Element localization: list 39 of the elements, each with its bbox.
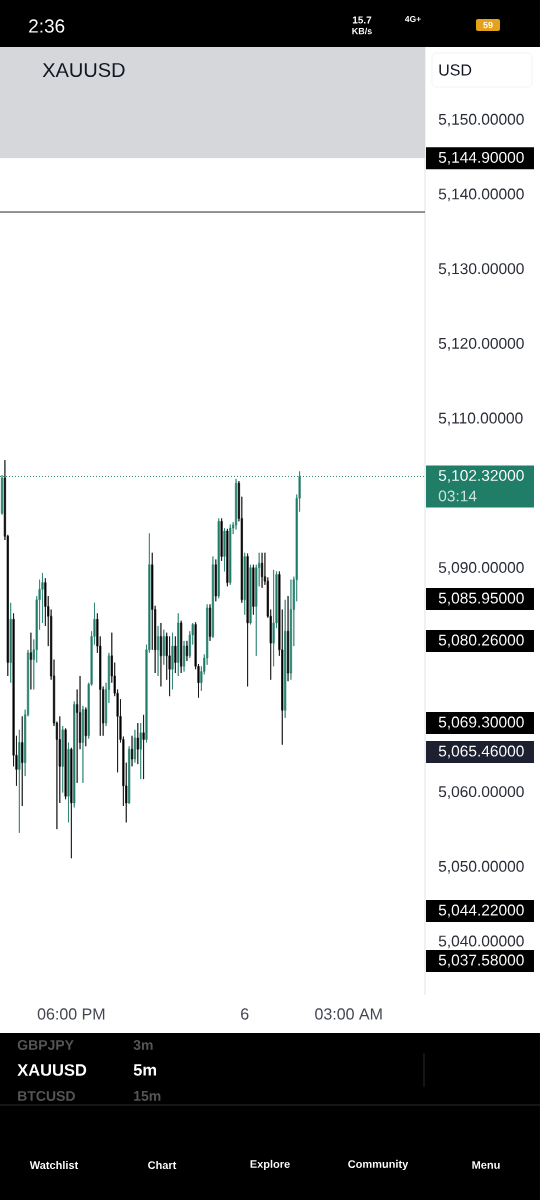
y-tick-label: 5,120.00000	[438, 337, 524, 351]
y-tick-label: 5,130.00000	[438, 263, 524, 277]
band-label: 5,144.90000	[438, 151, 524, 165]
text: 59	[483, 21, 493, 29]
text: 5,044.22000	[438, 904, 524, 918]
x-tick-label: 06:00 PM	[37, 1008, 105, 1020]
ref-line-label: 5,102.32000	[438, 470, 524, 483]
y-tick-label: 5,140.00000	[438, 188, 524, 202]
text: Menu	[472, 1161, 500, 1169]
text: 3m	[133, 1040, 153, 1050]
text: 03:14	[438, 490, 477, 502]
x-tick-label: 6	[241, 1008, 249, 1020]
text: 5,065.46000	[438, 745, 524, 759]
y-tick-label: 5,090.00000	[438, 562, 524, 575]
text: 15m	[134, 1091, 161, 1101]
text: 15.7	[352, 16, 372, 24]
y-tick-label: 5,150.00000	[438, 113, 524, 127]
text: 5m	[133, 1064, 157, 1076]
text: KB/s	[352, 27, 372, 35]
text: 5,037.58000	[438, 954, 524, 968]
text: Community	[348, 1159, 409, 1171]
text: 5,080.26000	[438, 634, 524, 648]
y-tick-label: 5,050.00000	[438, 860, 524, 874]
x-tick-label: 03:00 AM	[315, 1008, 382, 1020]
text: Chart	[148, 1160, 177, 1170]
y-tick-label: 5,110.00000	[438, 412, 523, 426]
text: 4G+	[404, 16, 421, 22]
text: GBPJPY	[17, 1040, 74, 1050]
y-tick-label: 5,040.00000	[438, 935, 524, 949]
text: Explore	[250, 1159, 290, 1171]
text: 2:36	[29, 19, 65, 33]
text: XAUUSD	[42, 62, 125, 78]
y-tick-label: 5,060.00000	[438, 786, 524, 799]
text: 5,085.95000	[438, 592, 524, 606]
text: BTCUSD	[18, 1091, 75, 1101]
text: USD	[439, 64, 472, 76]
text: 5,069.30000	[438, 716, 524, 730]
text: XAUUSD	[17, 1064, 87, 1076]
text: Watchlist	[29, 1160, 79, 1170]
